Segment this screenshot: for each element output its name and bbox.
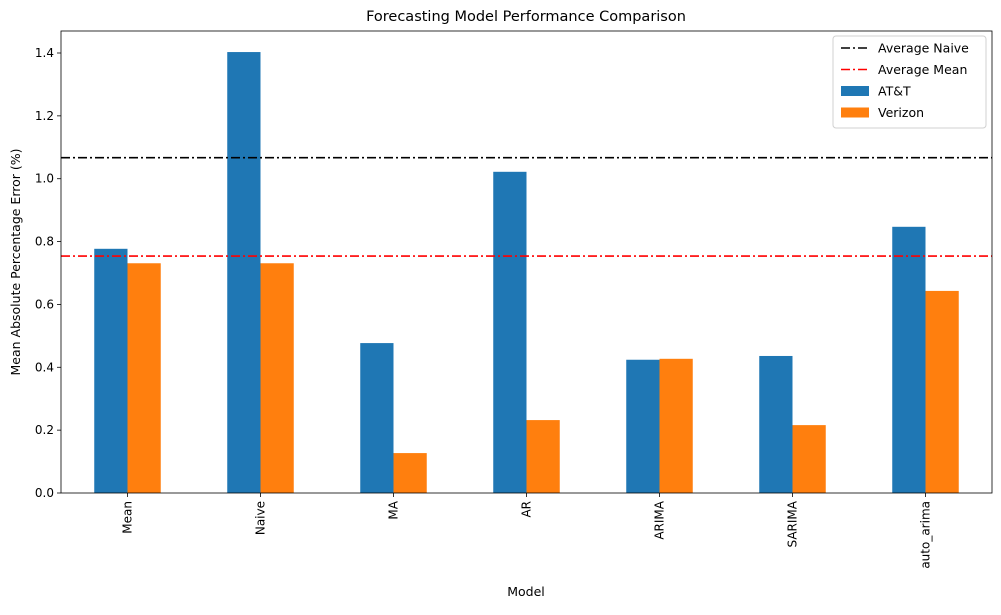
y-tick-label: 1.2 xyxy=(35,109,54,123)
x-tick-label: Mean xyxy=(121,501,135,534)
bar-at-t-mean xyxy=(94,248,128,493)
y-tick-label: 0.6 xyxy=(35,297,54,311)
bar-verizon-arima xyxy=(659,358,693,493)
x-tick-label: ARIMA xyxy=(653,500,667,539)
x-tick-label: MA xyxy=(387,500,401,519)
y-tick-label: 1.0 xyxy=(35,172,54,186)
plot-frame xyxy=(60,30,993,494)
legend-label: Average Naive xyxy=(878,41,969,56)
legend-label: AT&T xyxy=(878,84,911,99)
x-axis-label: Model xyxy=(507,584,545,599)
legend-label: Verizon xyxy=(878,105,924,120)
y-tick-label: 0.4 xyxy=(35,360,54,374)
x-tick-label: SARIMA xyxy=(786,500,800,547)
legend-swatch-patch xyxy=(841,107,869,118)
bar-at-t-arima xyxy=(626,359,660,493)
y-tick-label: 0.2 xyxy=(35,423,54,437)
y-tick-label: 0.0 xyxy=(35,486,54,500)
x-tick-label: AR xyxy=(520,501,534,518)
bar-at-t-auto-arima xyxy=(892,226,926,494)
plot-area: Mean Naive MA AR ARIMA SARIMA auto_arima 0.0 0.2… xyxy=(35,30,993,569)
bar-verizon-ma xyxy=(393,453,427,493)
chart-title: Forecasting Model Performance Comparison xyxy=(366,9,686,25)
bar-at-t-ar xyxy=(493,171,527,494)
bar-verizon-sarima xyxy=(792,425,826,493)
bar-verizon-auto-arima xyxy=(925,290,959,493)
bar-at-t-ma xyxy=(360,343,394,493)
bar-at-t-sarima xyxy=(759,355,793,493)
bar-verizon-ar xyxy=(526,420,560,493)
y-axis-label: Mean Absolute Percentage Error (%) xyxy=(8,148,23,375)
legend-label: Average Mean xyxy=(878,62,967,77)
legend-swatch-patch xyxy=(841,86,869,96)
x-tick-label: Naive xyxy=(254,501,268,535)
y-tick-label: 1.4 xyxy=(35,46,54,60)
x-tick-label: auto_arima xyxy=(919,501,933,569)
bar-verizon-naive xyxy=(260,263,294,493)
y-tick-label: 0.8 xyxy=(35,235,54,249)
legend: Average Naive Average Mean AT&T Verizon xyxy=(832,35,987,129)
bar-verizon-mean xyxy=(127,263,161,493)
legend-box xyxy=(832,35,987,129)
bar-at-t-naive xyxy=(227,52,261,494)
